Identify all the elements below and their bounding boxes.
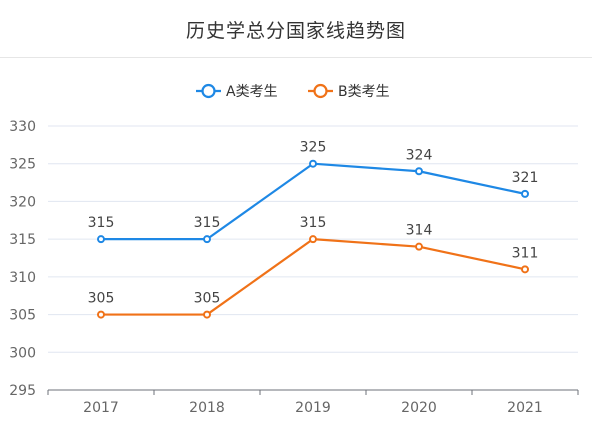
data-point[interactable] — [203, 310, 211, 319]
data-label: 305 — [194, 291, 221, 307]
y-tick-label: 320 — [9, 194, 36, 210]
y-tick-label: 305 — [9, 308, 36, 324]
data-label: 325 — [300, 140, 327, 156]
y-tick-label: 315 — [9, 232, 36, 248]
x-tick-label: 2018 — [189, 400, 225, 416]
legend[interactable]: A类考生 B类考生 — [196, 83, 390, 100]
data-point[interactable] — [203, 235, 211, 244]
legend-item-a[interactable]: A类考生 — [196, 83, 278, 100]
data-label: 315 — [194, 215, 221, 231]
x-tick-label: 2019 — [295, 400, 331, 416]
y-axis: 295 300 305 310 315 320 325 330 — [9, 119, 36, 399]
data-point[interactable] — [309, 159, 317, 168]
legend-marker-icon — [313, 83, 328, 99]
y-tick-label: 295 — [9, 383, 36, 399]
data-label: 311 — [512, 245, 539, 261]
legend-label: A类考生 — [226, 84, 278, 100]
y-tick-label: 310 — [9, 270, 36, 286]
legend-item-b[interactable]: B类考生 — [308, 83, 390, 100]
data-point[interactable] — [521, 265, 529, 274]
data-point[interactable] — [309, 235, 317, 244]
data-label: 315 — [88, 215, 115, 231]
data-point[interactable] — [415, 242, 423, 251]
series-b: 305 305 315 314 311 — [88, 215, 539, 319]
chart-header: 历史学总分国家线趋势图 — [0, 0, 592, 58]
data-label: 321 — [512, 170, 539, 186]
series-a: 315 315 325 324 321 — [88, 140, 539, 244]
x-axis: 2017 2018 2019 2020 2021 — [47, 389, 579, 416]
y-tick-label: 330 — [9, 119, 36, 135]
legend-label: B类考生 — [338, 84, 390, 100]
data-point[interactable] — [97, 235, 105, 244]
data-point[interactable] — [415, 167, 423, 176]
x-tick-label: 2021 — [507, 400, 543, 416]
series-layer: 315 315 325 324 321 305 305 315 314 311 — [88, 140, 539, 319]
data-label: 315 — [300, 215, 327, 231]
chart-title: 历史学总分国家线趋势图 — [185, 20, 406, 42]
data-point[interactable] — [521, 189, 529, 198]
data-label: 314 — [406, 223, 433, 239]
x-tick-label: 2020 — [401, 400, 437, 416]
y-tick-label: 300 — [9, 345, 36, 361]
data-point[interactable] — [97, 310, 105, 319]
y-tick-label: 325 — [9, 157, 36, 173]
x-tick-label: 2017 — [83, 400, 119, 416]
data-label: 324 — [406, 147, 433, 163]
legend-marker-icon — [201, 83, 216, 99]
data-label: 305 — [88, 291, 115, 307]
